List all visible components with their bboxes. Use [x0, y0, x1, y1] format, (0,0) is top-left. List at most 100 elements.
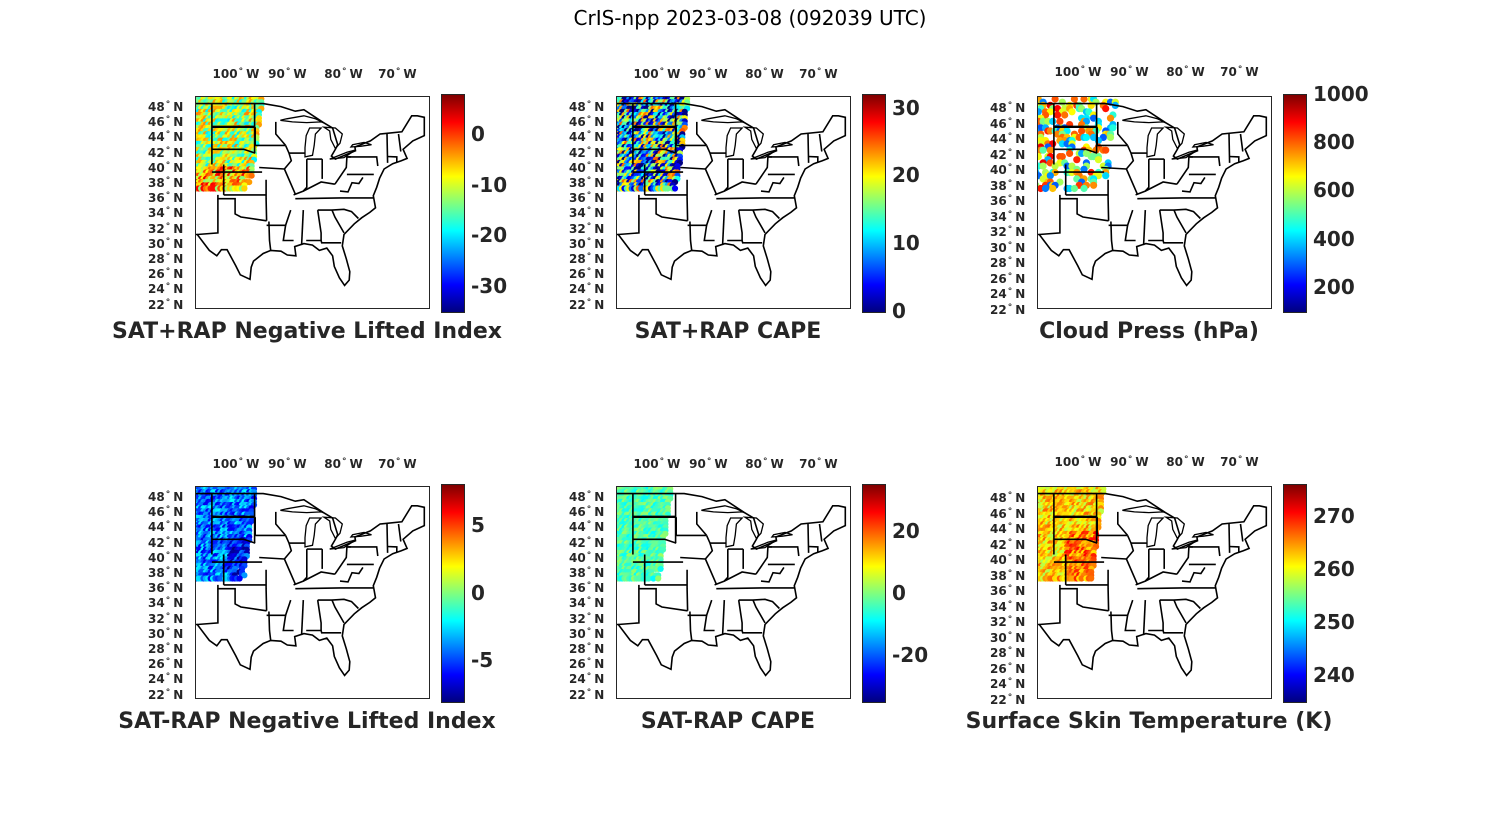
degree-symbol: °	[586, 282, 592, 293]
data-swath	[616, 96, 691, 192]
lat-tick-label: 40° N	[569, 551, 604, 566]
degree-symbol: °	[1237, 455, 1243, 465]
colorbar	[441, 484, 465, 703]
lat-value: 32	[148, 611, 165, 626]
lat-value: 34	[990, 599, 1007, 614]
degree-symbol: °	[165, 550, 171, 561]
lon-value: 90	[1110, 65, 1127, 79]
lat-hemisphere: N	[1015, 522, 1026, 536]
lon-value: 100	[1054, 65, 1080, 79]
colorbar-tick-label: 30	[892, 95, 920, 120]
swath-dot	[1102, 105, 1110, 113]
degree-symbol: °	[1237, 65, 1243, 75]
colorbar-tick-label: -30	[471, 273, 508, 298]
lat-tick-label: 42° N	[148, 535, 183, 551]
lat-tick-label: 40° N	[569, 161, 604, 176]
swath-dot	[1037, 108, 1042, 116]
lon-hemisphere: W	[403, 457, 417, 471]
lon-tick-label: 90° W	[689, 457, 727, 472]
degree-symbol: °	[586, 642, 592, 652]
swath-dot	[1041, 184, 1050, 193]
state-border	[1159, 208, 1201, 220]
colorbar-tick-label: 0	[892, 299, 906, 323]
colorbar-tick-label: 0	[471, 580, 485, 605]
state-border	[1228, 133, 1231, 163]
lat-hemisphere: N	[1015, 240, 1026, 255]
state-border	[738, 208, 780, 220]
lat-tick-label: 46° N	[990, 506, 1025, 522]
degree-symbol: °	[165, 252, 171, 262]
lon-hemisphere: W	[349, 457, 363, 471]
lat-tick-label: 44° N	[148, 130, 183, 145]
lat-hemisphere: N	[1015, 302, 1026, 317]
lat-tick-label: 30° N	[990, 631, 1025, 646]
state-border	[1101, 166, 1127, 170]
lat-tick-label: 36° N	[990, 194, 1025, 209]
lat-value: 42	[148, 535, 165, 550]
lon-value: 100	[212, 67, 238, 81]
lon-value: 80	[324, 457, 341, 471]
lat-tick-label: 40° N	[148, 550, 184, 566]
degree-symbol: °	[1007, 661, 1013, 672]
great-lake-outline	[701, 115, 745, 124]
lat-hemisphere: N	[173, 550, 184, 565]
lat-tick-label: 26° N	[990, 272, 1025, 287]
lat-hemisphere: N	[173, 236, 184, 251]
lat-hemisphere: N	[594, 535, 605, 550]
degree-symbol: °	[659, 457, 665, 467]
map-plot	[616, 96, 851, 309]
degree-symbol: °	[586, 145, 592, 156]
lat-hemisphere: N	[594, 596, 605, 611]
swath-dot	[1106, 133, 1115, 141]
lat-hemisphere: N	[173, 221, 184, 236]
coastline	[616, 102, 847, 287]
lat-tick-label: 42° N	[990, 148, 1025, 163]
degree-symbol: °	[762, 457, 768, 467]
lat-hemisphere: N	[173, 626, 184, 641]
degree-symbol: °	[586, 535, 592, 546]
colorbar-tick-label: 260	[1313, 556, 1355, 581]
lon-hemisphere: W	[1191, 455, 1205, 469]
lat-tick-label: 44° N	[569, 520, 604, 535]
lat-value: 46	[990, 506, 1007, 521]
colorbar-tick-label: 1000	[1313, 82, 1369, 106]
lat-hemisphere: N	[1015, 163, 1026, 177]
lat-tick-label: 42° N	[569, 145, 604, 161]
lat-tick-label: 42° N	[569, 535, 605, 551]
lat-hemisphere: N	[1015, 132, 1026, 146]
state-border	[197, 198, 219, 236]
lat-tick-label: 28° N	[148, 252, 183, 267]
state-border	[331, 209, 345, 234]
state-border	[1142, 210, 1147, 246]
state-border	[317, 208, 359, 220]
lat-hemisphere: N	[1015, 677, 1026, 691]
lon-tick-label: 90° W	[268, 457, 306, 472]
lat-value: 40	[148, 160, 165, 175]
lat-tick-label: 26° N	[990, 661, 1025, 677]
panel-title: Cloud Press (hPa)	[1039, 319, 1259, 344]
colorbar-tick-label: -10	[471, 172, 508, 197]
state-border	[211, 148, 256, 154]
colorbar-tick-label: 240	[1313, 662, 1355, 687]
colorbar-tick-label: 600	[1313, 178, 1355, 203]
lat-hemisphere: N	[173, 160, 184, 175]
degree-symbol: °	[1007, 302, 1013, 313]
lat-hemisphere: N	[173, 596, 184, 611]
lat-tick-label: 32° N	[569, 612, 604, 627]
lat-value: 24	[148, 282, 165, 297]
colorbar-tick-label: -5	[471, 648, 494, 673]
colorbar-tick-label: 800	[1313, 130, 1355, 155]
lat-tick-label: 22° N	[569, 688, 604, 703]
lat-hemisphere: N	[594, 206, 605, 221]
lat-value: 38	[148, 176, 165, 190]
degree-symbol: °	[706, 67, 712, 77]
state-border	[1110, 221, 1114, 251]
lat-value: 30	[148, 626, 165, 641]
lon-value: 80	[1166, 65, 1183, 79]
lat-hemisphere: N	[173, 672, 184, 687]
lat-hemisphere: N	[594, 100, 605, 114]
lat-value: 40	[148, 550, 165, 565]
lat-hemisphere: N	[594, 672, 605, 687]
degree-symbol: °	[165, 505, 171, 516]
lon-tick-label: 70° W	[1220, 65, 1258, 80]
